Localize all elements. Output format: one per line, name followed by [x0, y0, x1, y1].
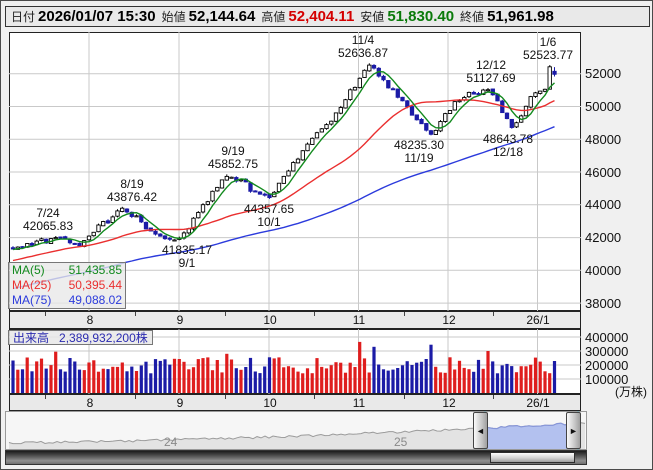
close-label: 終値	[460, 10, 485, 24]
ma5-value: 51,435.85	[68, 263, 122, 277]
close-value: 51,961.98	[487, 8, 554, 25]
ma75-label: MA(75)	[12, 293, 52, 307]
scrollbar-track[interactable]	[5, 450, 587, 465]
open-value: 52,144.64	[188, 8, 256, 25]
ma5-label: MA(5)	[12, 263, 45, 277]
ma-legend: MA(5) 51,435.85 MA(25) 50,395.44 MA(75) …	[8, 262, 126, 309]
ma75-legend-row: MA(75) 49,088.02	[9, 293, 125, 308]
low-value: 51,830.40	[387, 8, 455, 25]
date-value: 2026/01/07 15:30	[38, 8, 156, 25]
scrollbar-thumb[interactable]	[490, 452, 575, 463]
arrow-right-icon: ►	[569, 425, 578, 436]
ma25-legend-row: MA(25) 50,395.44	[9, 278, 125, 293]
ohlc-header: 日付 2026/01/07 15:30 始値 52,144.64 高値 52,4…	[5, 6, 650, 27]
ma25-value: 50,395.44	[68, 278, 122, 292]
open-label: 始値	[161, 10, 186, 24]
x-axis-band-bottom	[9, 394, 581, 411]
low-label: 安値	[360, 10, 385, 24]
date-label: 日付	[11, 10, 36, 24]
high-value: 52,404.11	[288, 8, 355, 25]
volume-total: 2,389,932,200株	[59, 331, 148, 345]
navigator-right-handle[interactable]: ►	[566, 412, 581, 449]
navigator-left-handle[interactable]: ◄	[473, 412, 488, 449]
volume-label: 出来高	[13, 331, 50, 345]
high-label: 高値	[261, 10, 286, 24]
ma5-legend-row: MA(5) 51,435.85	[9, 263, 125, 278]
ma25-label: MA(25)	[12, 278, 52, 292]
volume-legend: 出来高 2,389,932,200株	[8, 330, 153, 345]
arrow-left-icon: ◄	[476, 425, 485, 436]
x-axis-band-top	[9, 311, 581, 329]
ma75-value: 49,088.02	[68, 293, 122, 307]
